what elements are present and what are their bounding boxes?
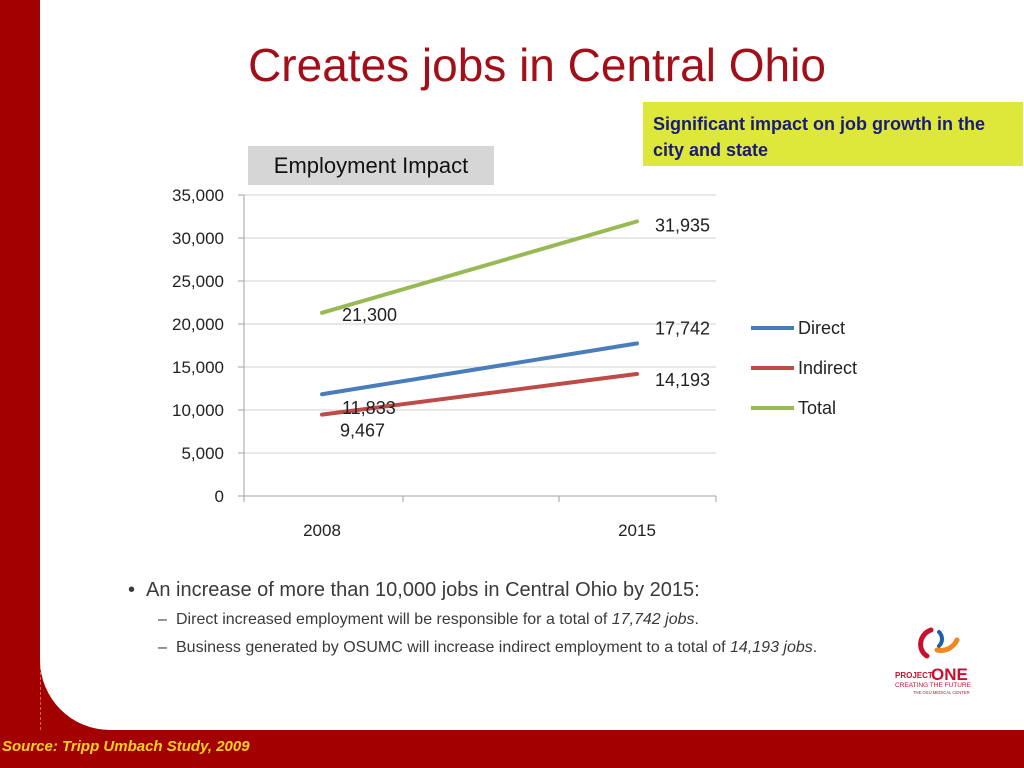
sub-bullet-direct-text: Direct increased employment will be resp… xyxy=(176,611,612,628)
legend-label-direct: Direct xyxy=(798,318,845,338)
chart-axes: 0 5,000 10,000 15,000 20,000 25,000 30,000 35,0… xyxy=(172,186,717,540)
sub-bullet-direct-value: 17,742 jobs xyxy=(611,611,695,628)
chart-series xyxy=(320,219,639,417)
bullet-dot: • xyxy=(128,579,136,601)
y-tick-label: 10,000 xyxy=(172,401,224,420)
logo-blue-swoosh xyxy=(937,630,944,648)
logo-tagline-text: CREATING THE FUTURE xyxy=(895,682,972,689)
data-label: 14,193 xyxy=(655,370,710,390)
y-tick-label: 5,000 xyxy=(181,444,224,463)
source-note: Source: Tripp Umbach Study, 2009 xyxy=(2,738,250,755)
project-one-logo: PROJECT ONE CREATING THE FUTURE THE OSU … xyxy=(895,627,972,695)
logo-orange-swoosh xyxy=(934,637,960,653)
sub-bullet-indirect-end: . xyxy=(812,639,818,656)
callout-box: Significant impact on job growth in the … xyxy=(643,102,1023,166)
data-label: 9,467 xyxy=(340,421,385,441)
data-label: 11,833 xyxy=(342,398,396,418)
legend-label-total: Total xyxy=(798,398,836,418)
y-tick-label: 25,000 xyxy=(172,272,224,291)
dash-marker: – xyxy=(158,639,167,656)
series-line-total xyxy=(320,219,639,315)
sub-bullet-direct: – Direct increased employment will be res… xyxy=(128,609,888,631)
logo-one-text: ONE xyxy=(931,665,968,684)
employment-line-chart: 0 5,000 10,000 15,000 20,000 25,000 30,000 35,0… xyxy=(172,186,857,540)
y-tick-label: 20,000 xyxy=(172,315,224,334)
x-tick-label: 2008 xyxy=(303,521,341,540)
data-label: 31,935 xyxy=(655,215,710,235)
slide-title: Creates jobs in Central Ohio xyxy=(248,39,826,91)
x-tick-label: 2015 xyxy=(618,521,656,540)
sub-bullet-indirect-text: Business generated by OSUMC will increas… xyxy=(176,639,731,656)
y-tick-label: 0 xyxy=(215,487,224,506)
data-label: 17,742 xyxy=(655,318,710,338)
chart-title: Employment Impact xyxy=(248,146,494,185)
bullet-list: • An increase of more than 10,000 jobs in… xyxy=(128,577,888,659)
sub-bullet-indirect-value: 14,193 jobs xyxy=(730,639,813,656)
chart-data-labels: 11,833 17,742 9,467 14,193 21,300 31,935 xyxy=(340,215,710,440)
y-tick-label: 15,000 xyxy=(172,358,224,377)
bullet-main-text: An increase of more than 10,000 jobs in … xyxy=(146,579,700,601)
chart-grid xyxy=(244,194,716,454)
sub-bullet-indirect: – Business generated by OSUMC will increa… xyxy=(128,637,888,659)
logo-project-text: PROJECT xyxy=(895,671,933,680)
chart-legend: Direct Indirect Total xyxy=(751,318,857,418)
footer-bar xyxy=(0,730,1024,768)
data-label: 21,300 xyxy=(342,305,397,325)
series-line-indirect xyxy=(320,371,639,417)
logo-red-swoosh xyxy=(918,627,934,659)
series-line-direct xyxy=(320,341,639,397)
bullet-main: • An increase of more than 10,000 jobs in… xyxy=(128,577,888,603)
logo-sub-text: THE OSU MEDICAL CENTER xyxy=(913,690,970,695)
y-tick-label: 30,000 xyxy=(172,229,224,248)
y-tick-label: 35,000 xyxy=(172,186,224,205)
legend-label-indirect: Indirect xyxy=(798,358,857,378)
dash-marker: – xyxy=(158,611,167,628)
sub-bullet-direct-end: . xyxy=(694,611,699,628)
